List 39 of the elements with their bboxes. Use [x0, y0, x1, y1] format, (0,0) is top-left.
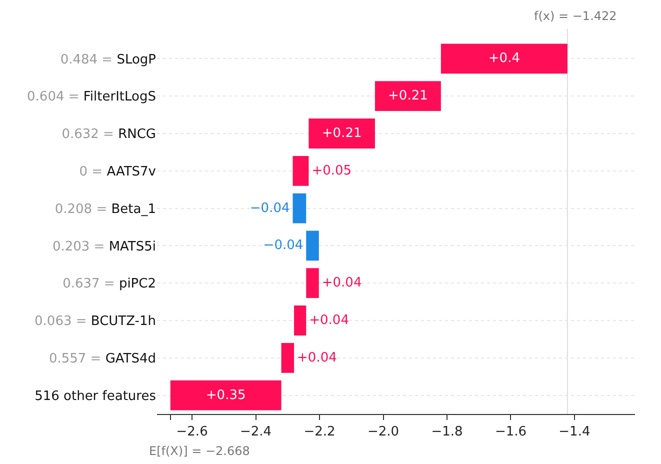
bar [292, 193, 306, 224]
x-tick-label: −1.4 [558, 424, 590, 440]
data-label: +0.05 [312, 163, 352, 178]
data-label: +0.04 [297, 350, 337, 366]
data-label: +0.4 [488, 51, 520, 66]
ref-line-label: f(x) = −1.422 [534, 9, 617, 23]
data-label: +0.04 [322, 276, 362, 291]
y-tick-label: 0.208 = Beta_1 [54, 202, 156, 217]
bar [306, 268, 319, 298]
x-tick-label: −1.8 [431, 424, 463, 440]
data-label: −0.04 [263, 238, 304, 254]
text: E[f(X)] = −2.668 [149, 444, 250, 458]
y-tick-label: 0.637 = piPC2 [62, 276, 156, 292]
bar [308, 118, 375, 148]
y-tick-label: 0 = AATS7v [79, 164, 156, 180]
bar [170, 380, 282, 410]
x-tick-label: −1.6 [494, 424, 527, 440]
bar [292, 156, 309, 186]
data-label: +0.04 [309, 313, 349, 328]
bar [281, 342, 294, 373]
data-label: +0.35 [206, 388, 246, 403]
y-tick-label: 0.632 = RNCG [62, 127, 156, 142]
data-label: +0.21 [388, 88, 428, 104]
bar [294, 306, 306, 336]
x-tick-label: −2.2 [304, 424, 336, 440]
y-tick-label: 0.484 = SLogP [60, 52, 156, 68]
y-tick-label: 0.557 = GATS4d [48, 351, 156, 366]
x-tick-label: −2.0 [367, 424, 400, 440]
y-tick-label: 516 other features [34, 388, 156, 404]
y-tick-label: 0.203 = MATS5i [52, 239, 156, 254]
bar [306, 230, 319, 261]
x-tick-label: −2.4 [240, 424, 272, 440]
x-tick-label: −2.6 [176, 424, 208, 440]
data-label: −0.04 [250, 200, 290, 216]
y-tick-label: 0.604 = FilterItLogS [27, 90, 156, 105]
data-label: +0.21 [322, 126, 362, 141]
bar [374, 81, 441, 112]
bar [440, 44, 568, 74]
y-tick-label: 0.063 = BCUTZ-1h [34, 314, 156, 330]
